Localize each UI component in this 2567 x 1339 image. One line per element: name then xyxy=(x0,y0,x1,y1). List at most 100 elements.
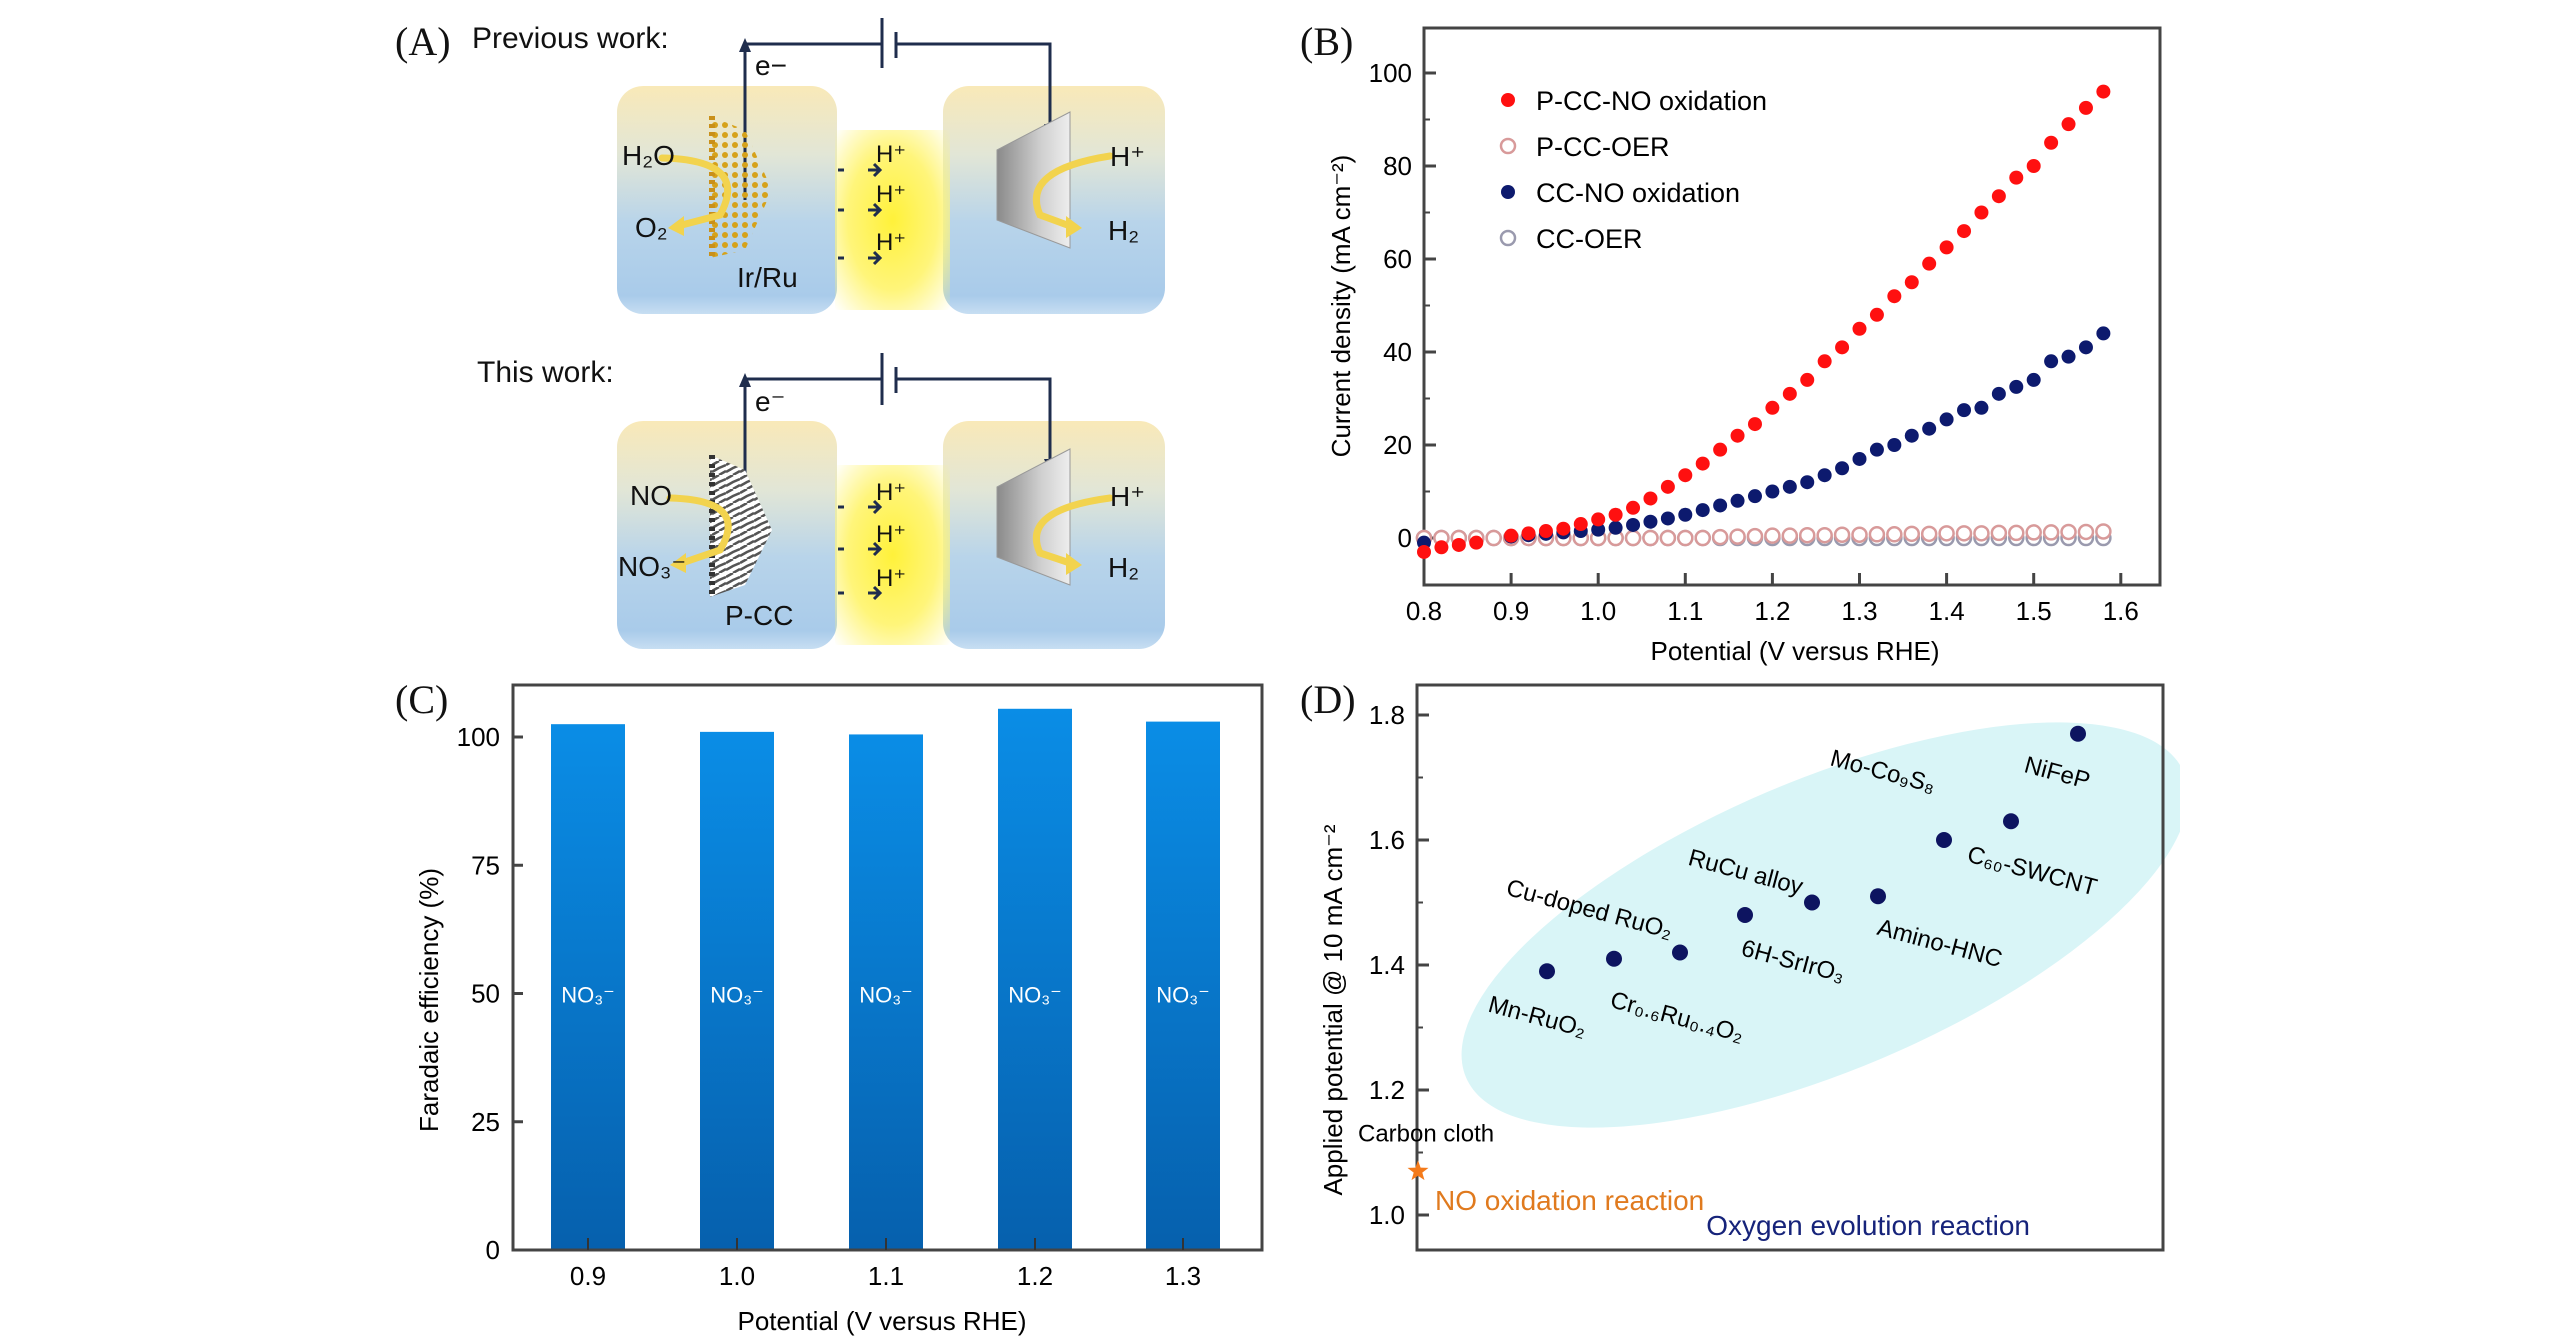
data-point xyxy=(1835,461,1850,476)
data-point xyxy=(1922,256,1937,271)
data-point xyxy=(1887,289,1902,304)
data-point xyxy=(1626,517,1641,532)
catalyst-label: P-CC xyxy=(725,600,794,631)
data-point xyxy=(2077,523,2095,541)
data-point xyxy=(1974,205,1989,220)
data-point xyxy=(1939,412,1954,427)
data-point xyxy=(2009,170,2024,185)
data-point xyxy=(1730,428,1745,443)
legend-label: CC-OER xyxy=(1536,224,1643,254)
data-point xyxy=(1957,403,1972,418)
data-point xyxy=(1695,503,1710,518)
bar-label: NO₃⁻ xyxy=(561,983,615,1008)
y-axis-label: Applied potential @ 10 mA cm⁻² xyxy=(1318,824,1348,1195)
data-point xyxy=(1851,526,1868,543)
data-point xyxy=(2008,524,2025,542)
legend-label: P-CC-NO oxidation xyxy=(1536,86,1767,116)
data-point xyxy=(1904,428,1919,443)
data-point xyxy=(2044,135,2059,150)
y-tick-label: 25 xyxy=(471,1107,500,1137)
data-point xyxy=(1852,321,1867,336)
data-point xyxy=(2026,159,2041,173)
bar xyxy=(849,734,923,1250)
data-point xyxy=(2009,379,2024,394)
data-point xyxy=(1922,421,1937,436)
x-tick-label: 1.3 xyxy=(1841,596,1877,626)
data-point xyxy=(2060,523,2077,541)
data-point xyxy=(1521,526,1536,541)
data-point xyxy=(1660,479,1675,494)
bar-label: NO₃⁻ xyxy=(1156,983,1210,1008)
y-tick-label: 80 xyxy=(1383,151,1412,181)
bar-label: NO₃⁻ xyxy=(859,983,913,1008)
data-point xyxy=(1672,944,1688,961)
y-tick-label: 1.2 xyxy=(1369,1075,1405,1105)
reactant-label: H₂O xyxy=(622,140,675,171)
no-annotation: NO oxidation reaction xyxy=(1435,1185,1704,1216)
point-label: Carbon cloth xyxy=(1358,1120,1494,1147)
data-point xyxy=(1957,224,1972,239)
cathode-reaction-arrow-icon xyxy=(1032,152,1114,230)
proton-label: H⁺ xyxy=(876,521,906,548)
data-point xyxy=(1747,489,1762,504)
data-point xyxy=(1920,525,1938,543)
data-point xyxy=(1606,950,1622,967)
data-point xyxy=(1608,520,1623,535)
data-point xyxy=(1991,189,2006,204)
y-tick-label: 1.4 xyxy=(1369,950,1405,980)
data-point xyxy=(1660,511,1675,526)
data-point xyxy=(1469,535,1484,550)
x-tick-label: 1.0 xyxy=(719,1261,755,1291)
ir-ru-catalyst-electrode xyxy=(710,116,772,258)
x-axis-label: Potential (V versus RHE) xyxy=(738,1306,1027,1336)
plot-frame xyxy=(1415,683,2165,1252)
data-point xyxy=(2003,813,2019,830)
reaction-arrow-icon xyxy=(658,154,732,230)
legend-marker xyxy=(1499,137,1517,155)
bar-label: NO₃⁻ xyxy=(1008,983,1062,1008)
cathode-product-label: H₂ xyxy=(1108,552,1140,583)
proton-arrows-icon xyxy=(868,499,883,601)
data-point xyxy=(1746,527,1764,545)
proton-label: H⁺ xyxy=(876,229,906,256)
reactant-label: NO xyxy=(630,480,672,511)
current-circuit xyxy=(666,353,1114,601)
data-point xyxy=(1991,386,2006,401)
x-tick-label: 1.1 xyxy=(1667,596,1703,626)
y-axis-label: Current density (mA cm⁻²) xyxy=(1326,155,1356,458)
data-point xyxy=(2078,100,2093,115)
data-point xyxy=(1938,525,1955,542)
data-point xyxy=(2042,524,2060,541)
data-point xyxy=(2078,340,2093,355)
y-tick-label: 1.6 xyxy=(1369,825,1405,855)
data-point xyxy=(1485,529,1502,547)
legend-marker xyxy=(1501,185,1515,199)
bar xyxy=(998,708,1072,1250)
data-point xyxy=(1694,529,1711,547)
bar xyxy=(551,724,625,1250)
proton-membrane xyxy=(835,130,950,310)
legend-marker xyxy=(1501,93,1515,107)
panel-c-chart: NO₃⁻ NO₃⁻ NO₃⁻ NO₃⁻ NO₃⁻ 0.9 1.0 1.1 1.2 1.3 0 25 5… xyxy=(414,683,1264,1336)
star-marker xyxy=(1407,1160,1429,1181)
data-point xyxy=(1713,442,1728,457)
proton-label: H⁺ xyxy=(876,141,906,168)
data-point xyxy=(1835,340,1850,355)
data-point xyxy=(1833,526,1851,543)
plot-frame xyxy=(1422,26,2162,587)
data-point xyxy=(1904,275,1919,290)
x-tick-label: 0.9 xyxy=(570,1261,606,1291)
y-axis-label: Faradaic efficiency (%) xyxy=(414,868,444,1132)
data-point xyxy=(1955,525,1973,542)
data-point xyxy=(2026,372,2041,387)
data-point xyxy=(1451,537,1466,552)
data-point xyxy=(1729,528,1746,545)
data-point xyxy=(1817,468,1832,483)
data-point xyxy=(1887,438,1902,452)
data-point xyxy=(1713,498,1728,513)
data-point xyxy=(1539,963,1555,980)
data-point xyxy=(1730,493,1745,508)
this-work-title: This work: xyxy=(477,356,614,389)
x-tick-label: 1.4 xyxy=(1929,596,1965,626)
y-tick-label: 75 xyxy=(471,850,500,880)
